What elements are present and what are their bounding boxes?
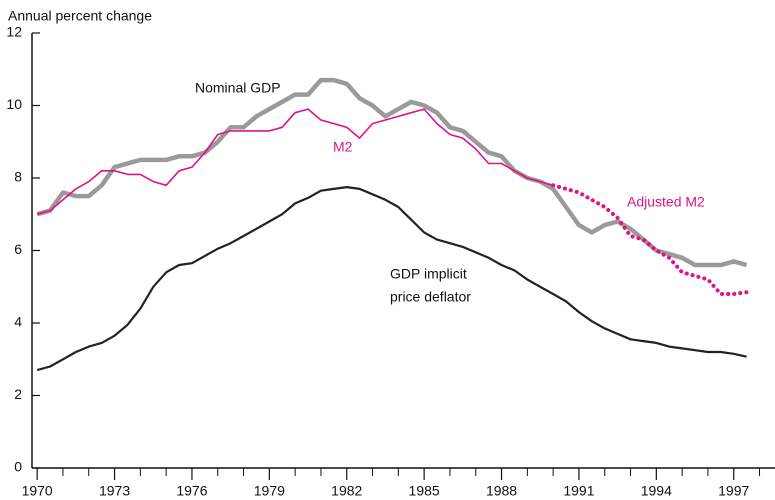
y-tick-label: 12 [6,24,22,40]
annotation: Adjusted M2 [627,194,705,210]
y-tick-label: 0 [14,459,22,475]
annotation: GDP implicit [390,266,467,282]
x-tick-label: 1994 [641,483,672,499]
x-tick-label: 1988 [486,483,517,499]
x-tick-label: 1970 [22,483,53,499]
y-tick-label: 6 [14,241,22,257]
y-tick-label: 10 [6,96,22,112]
x-tick-label: 1997 [718,483,749,499]
x-tick-label: 1982 [331,483,362,499]
x-tick-label: 1973 [99,483,130,499]
y-tick-label: 2 [14,386,22,402]
series-line [36,108,554,215]
x-tick-label: 1985 [409,483,440,499]
y-axis-label: Annual percent change [8,8,152,24]
x-tick-label: 1976 [176,483,207,499]
annotation: M2 [333,139,353,155]
series-line [551,183,749,296]
y-tick-label: 4 [14,314,22,330]
x-tick-label: 1979 [254,483,285,499]
series-line [36,186,747,372]
y-tick-label: 8 [14,169,22,185]
series-line [36,77,748,268]
annotation: price deflator [390,289,471,305]
annotation: Nominal GDP [195,80,281,96]
x-tick-label: 1991 [563,483,594,499]
